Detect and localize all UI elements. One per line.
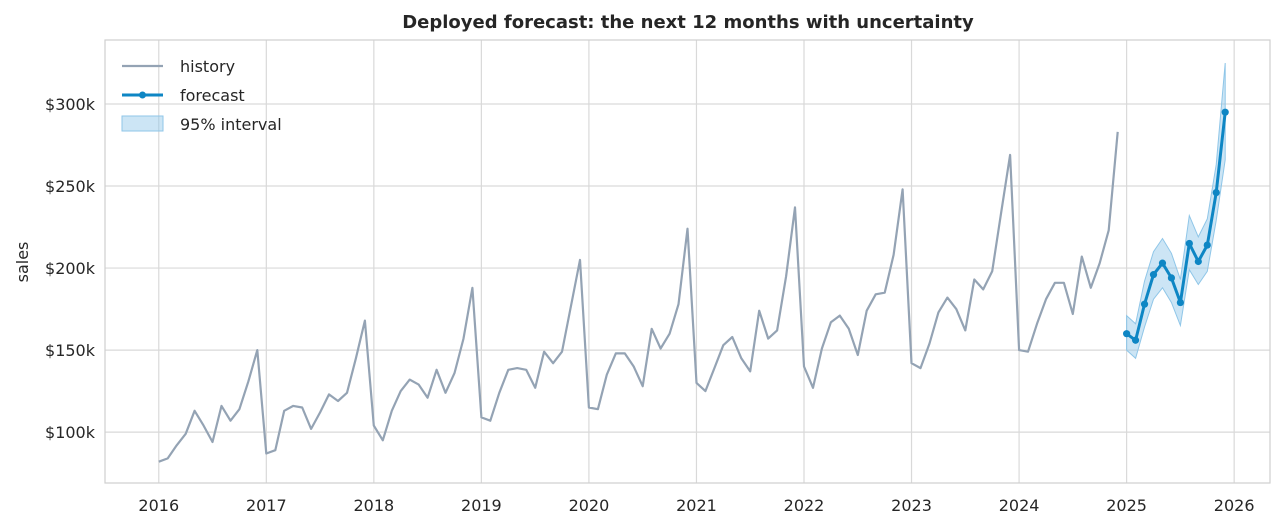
- y-tick-label: $150k: [45, 341, 96, 360]
- grid: [105, 40, 1270, 483]
- y-tick-label: $300k: [45, 95, 96, 114]
- y-tick-label: $100k: [45, 423, 96, 442]
- forecast-point: [1194, 257, 1202, 266]
- history-series: [158, 131, 1119, 463]
- y-tick-label: $200k: [45, 259, 96, 278]
- x-tick-label: 2025: [1106, 496, 1147, 515]
- x-tick-label: 2022: [784, 496, 825, 515]
- forecast-point: [1221, 108, 1229, 116]
- forecast-point: [1176, 298, 1184, 307]
- legend-interval-label: 95% interval: [180, 115, 282, 134]
- legend: history forecast 95% interval: [121, 57, 282, 134]
- y-axis-label: sales: [13, 242, 32, 283]
- forecast-point: [1149, 271, 1158, 279]
- x-tick-label: 2026: [1214, 496, 1255, 515]
- x-tick-label: 2020: [569, 496, 610, 515]
- forecast-point: [1123, 330, 1131, 338]
- x-tick-label: 2017: [246, 496, 287, 515]
- forecast-series: [1123, 108, 1229, 344]
- forecast-point: [1167, 274, 1176, 282]
- forecast-point: [1185, 239, 1193, 248]
- legend-history-label: history: [180, 57, 235, 76]
- x-tick-label: 2019: [461, 496, 502, 515]
- forecast-line: [1125, 112, 1227, 342]
- plot-frame: [104, 39, 1271, 484]
- legend-forecast-marker: [139, 91, 146, 99]
- x-tick-label: 2023: [891, 496, 932, 515]
- y-tick-label: $250k: [45, 177, 96, 196]
- forecast-point: [1212, 188, 1220, 197]
- x-axis-ticks: 2016 2017 2018 2019 2020 2021 2022 2023 2024 2025…: [138, 496, 1254, 515]
- chart-title: Deployed forecast: the next 12 months wi…: [402, 12, 974, 33]
- forecast-point: [1140, 300, 1149, 308]
- forecast-point: [1131, 336, 1140, 344]
- forecast-point: [1203, 241, 1211, 249]
- legend-interval-swatch: [121, 115, 164, 132]
- history-line: [158, 131, 1119, 463]
- y-axis-ticks: $100k $150k $200k $250k $300k: [45, 95, 96, 442]
- x-tick-label: 2018: [353, 496, 394, 515]
- x-tick-label: 2016: [138, 496, 179, 515]
- legend-forecast-label: forecast: [180, 86, 245, 105]
- forecast-point: [1158, 259, 1167, 267]
- x-tick-label: 2021: [676, 496, 717, 515]
- x-tick-label: 2024: [999, 496, 1040, 515]
